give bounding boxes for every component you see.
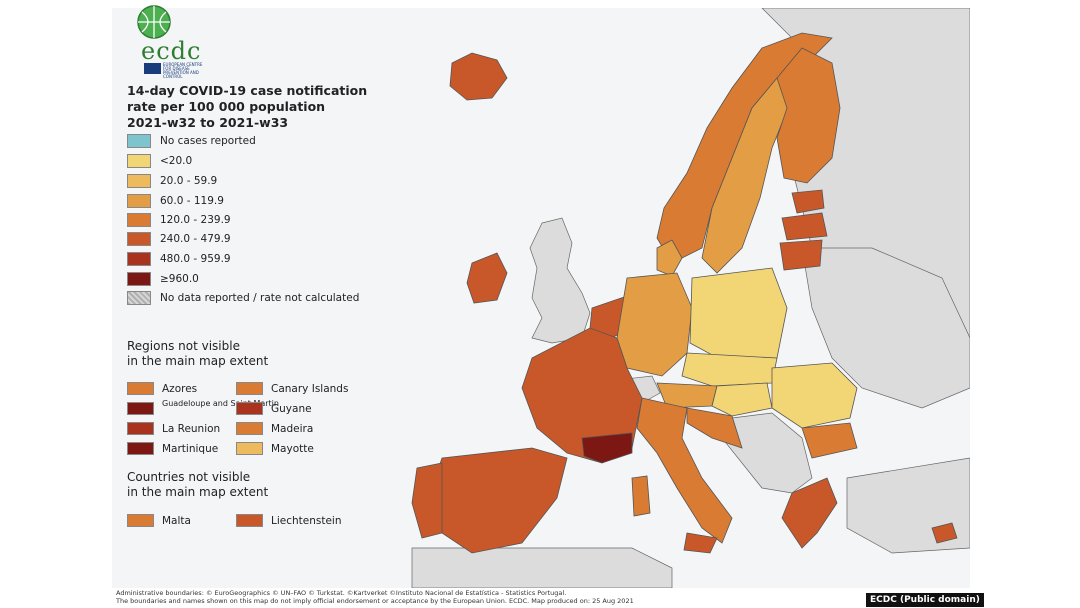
uk-mainland [529,217,591,344]
czechia-slovakia [681,352,778,387]
ireland [466,252,508,304]
logo-text: ecdc [141,37,202,65]
region-label: Mayotte [271,443,314,455]
region-label: Guadeloupe and Saint Martin [162,399,279,408]
poland [689,267,788,364]
country-label: Malta [162,515,191,527]
portugal [411,462,443,539]
title-line-1: 14-day COVID-19 case notification [127,83,368,98]
region-label: La Reunion [162,423,221,435]
region-label: Canary Islands [271,383,349,395]
legend-label: 240.0 - 479.9 [160,233,231,245]
hungary [711,382,773,417]
sardinia [631,475,651,517]
legend-swatch [127,174,151,188]
legend-label: No data reported / rate not calculated [160,292,360,304]
globe-icon [137,5,171,39]
country-swatch [236,514,263,527]
legend-item: No data reported / rate not calculated [127,291,387,307]
latvia [781,212,828,241]
region-swatch [236,382,263,395]
region-swatch [127,382,154,395]
legend-item: 480.0 - 959.9 [127,252,387,268]
belarus-ukraine [801,247,970,409]
spain [431,447,568,554]
eu-countries [411,32,958,554]
logo-subtitle: EUROPEAN CENTRE FOR DISEASE PREVENTION A… [163,62,203,79]
legend-swatch [127,194,151,208]
country-label: Liechtenstein [271,515,342,527]
legend-item: 60.0 - 119.9 [127,194,387,210]
region-label: Guyane [271,403,312,415]
romania [771,362,858,429]
regions-section-title: Regions not visible in the main map exte… [127,339,387,369]
legend-label: ≥960.0 [160,273,199,285]
legend-item: No cases reported [127,134,387,150]
slovenia-croatia [686,407,743,449]
legend-item: 120.0 - 239.9 [127,213,387,229]
europe-map [411,8,970,588]
italy [636,397,733,544]
denmark [656,239,683,277]
legend-item: 240.0 - 479.9 [127,232,387,248]
countries-title-line-2: in the main map extent [127,485,269,499]
bulgaria [801,422,858,459]
legend-item: ≥960.0 [127,272,387,288]
legend-label: 120.0 - 239.9 [160,214,231,226]
iceland [449,52,508,101]
title-line-3: 2021-w32 to 2021-w33 [127,115,289,130]
region-swatch [127,402,154,415]
country-swatch [127,514,154,527]
map-footer: Administrative boundaries: © EuroGeograp… [116,589,816,605]
credit-badge: ECDC (Public domain) [866,593,984,607]
legend-label: 20.0 - 59.9 [160,175,218,187]
germany [616,272,693,377]
legend-item: 20.0 - 59.9 [127,174,387,190]
regions-title-line-1: Regions not visible [127,339,240,353]
region-swatch [236,422,263,435]
title-line-2: rate per 100 000 population [127,99,326,114]
legend-swatch [127,252,151,266]
countries-title-line-1: Countries not visible [127,470,251,484]
legend-label: <20.0 [160,155,193,167]
legend-label: 60.0 - 119.9 [160,195,224,207]
region-label: Azores [162,383,198,395]
legend-swatch-hatched [127,291,151,305]
region-swatch [236,402,263,415]
greece [781,477,838,549]
region-swatch [127,442,154,455]
legend-swatch [127,154,151,168]
legend-swatch [127,134,151,148]
legend-item: <20.0 [127,154,387,170]
footer-line-1: Administrative boundaries: © EuroGeograp… [116,589,567,597]
legend-label: 480.0 - 959.9 [160,253,231,265]
region-swatch [127,422,154,435]
lithuania [779,239,823,271]
region-swatch [236,442,263,455]
north-africa [411,547,673,588]
legend-swatch [127,213,151,227]
finland [776,47,841,184]
region-label: Martinique [162,443,219,455]
footer-line-2: The boundaries and names shown on this m… [116,597,634,605]
sicily [683,532,718,554]
legend-swatch [127,232,151,246]
legend-label: No cases reported [160,135,256,147]
region-label: Madeira [271,423,314,435]
countries-section-title: Countries not visible in the main map ex… [127,470,387,500]
cyprus [931,522,958,544]
regions-title-line-2: in the main map extent [127,354,269,368]
france-occitanie [581,432,633,464]
eu-flag-icon [144,63,161,74]
legend-swatch [127,272,151,286]
map-title: 14-day COVID-19 case notification rate p… [127,83,387,131]
estonia [791,189,825,214]
